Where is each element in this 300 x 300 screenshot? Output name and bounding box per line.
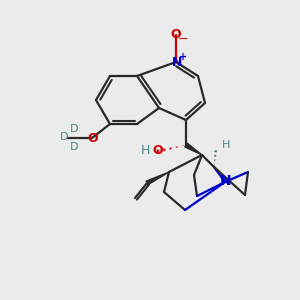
Text: H: H xyxy=(140,145,150,158)
Text: D: D xyxy=(70,142,78,152)
Text: H: H xyxy=(222,140,230,150)
Text: N: N xyxy=(220,174,232,188)
Polygon shape xyxy=(146,172,169,185)
Text: O: O xyxy=(88,131,98,145)
Polygon shape xyxy=(185,143,202,155)
Text: D: D xyxy=(60,132,68,142)
Text: O: O xyxy=(153,145,163,158)
Text: +: + xyxy=(179,52,187,62)
Text: N: N xyxy=(172,56,182,68)
Text: D: D xyxy=(70,124,78,134)
Text: −: − xyxy=(178,32,188,46)
Text: O: O xyxy=(171,28,181,41)
